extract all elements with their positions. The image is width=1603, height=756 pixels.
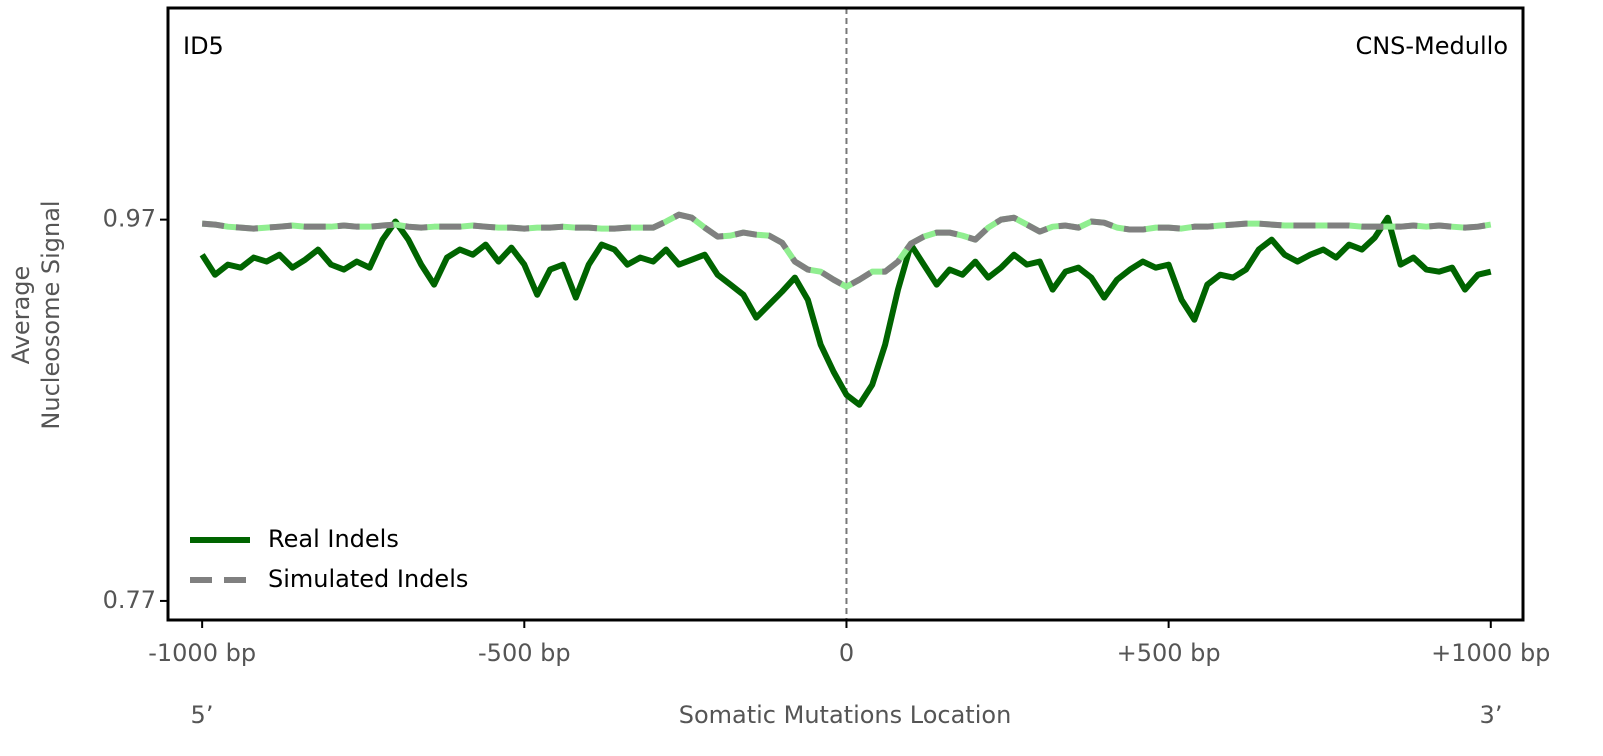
annotation: ID5: [183, 32, 224, 60]
series-line: [201, 211, 1492, 290]
y-axis-label: Nucleosome Signal: [37, 200, 65, 429]
x-tick-label: -500 bp: [478, 639, 571, 667]
x-tick-label: 0: [839, 639, 854, 667]
x-axis-label: Somatic Mutations Location: [679, 701, 1012, 729]
x-tick-label: +500 bp: [1117, 639, 1221, 667]
series-line: [199, 214, 1492, 408]
annotation: CNS-Medullo: [1355, 32, 1508, 60]
y-tick-label: 0.77: [103, 586, 156, 614]
plot-frame: [166, 6, 1525, 622]
x-tick-label: +1000 bp: [1431, 639, 1550, 667]
x-tick-label: -1000 bp: [148, 639, 256, 667]
legend-label: Simulated Indels: [268, 565, 468, 593]
y-tick-label: 0.97: [103, 205, 156, 233]
x-axis-end-label: 3’: [1480, 701, 1503, 729]
legend-label: Real Indels: [268, 525, 399, 553]
x-axis-end-label: 5’: [191, 701, 214, 729]
y-axis-label: Average: [7, 266, 35, 365]
